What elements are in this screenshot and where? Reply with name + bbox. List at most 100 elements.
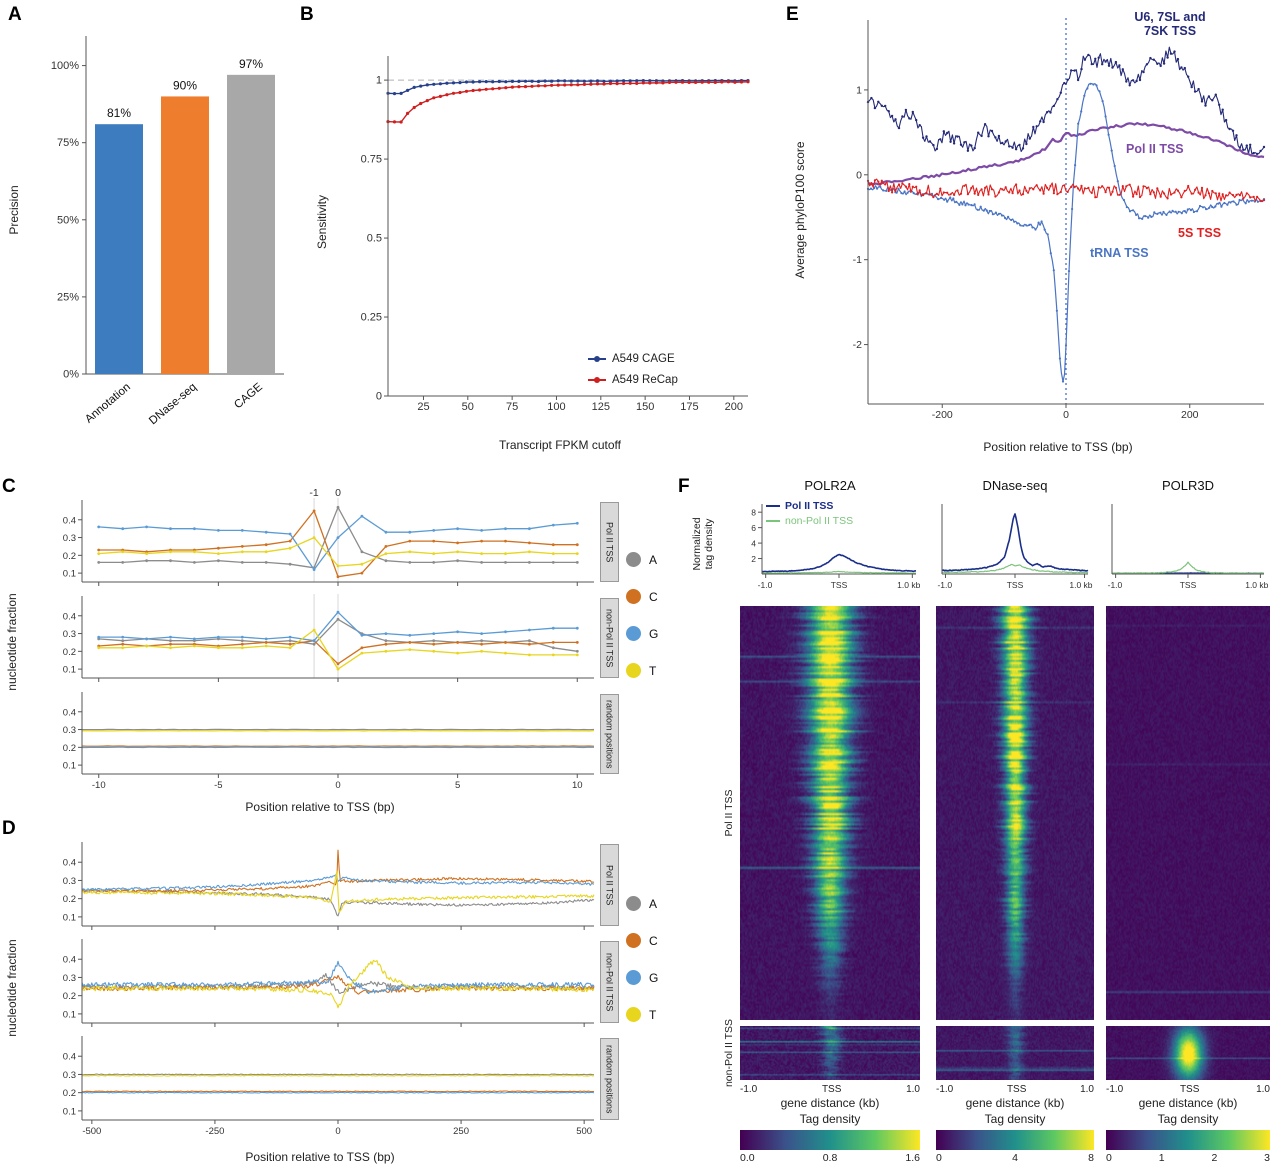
legend-label: C: [649, 589, 658, 604]
svg-text:CAGE: CAGE: [232, 381, 265, 411]
pol2-line-swatch: [766, 504, 780, 508]
tag-density-label: Tag density: [1157, 1112, 1219, 1126]
svg-text:250: 250: [453, 1126, 469, 1137]
tick-label: -1.0: [1106, 1084, 1124, 1095]
panel-d-nucleotide-legend: A C G T: [626, 896, 658, 1022]
annotation-line1: U6, 7SL and: [1134, 10, 1206, 24]
profile-plot-polr3d: -1.0 TSS 1.0 kb: [1108, 504, 1269, 590]
legend-label: C: [649, 933, 658, 948]
svg-text:200: 200: [725, 401, 743, 413]
svg-text:0.3: 0.3: [63, 973, 76, 984]
svg-text:0.1: 0.1: [63, 912, 76, 923]
svg-text:-500: -500: [82, 1126, 101, 1137]
svg-text:5: 5: [455, 780, 460, 791]
svg-text:0.3: 0.3: [63, 533, 76, 544]
g-dot: [626, 626, 641, 641]
c-dot: [626, 589, 641, 604]
panel-c-label: C: [2, 476, 16, 497]
annotation-u6-7sl-7sk: U6, 7SL and 7SK TSS: [1100, 10, 1240, 38]
precision-bar-chart: 0% 25% 50% 75% 100% 81% Annotation 90% DNase-seq…: [51, 36, 284, 427]
panel-a-label: A: [8, 4, 22, 25]
svg-text:0.3: 0.3: [63, 629, 76, 640]
legend-item: A: [626, 896, 658, 911]
svg-text:500: 500: [576, 1126, 592, 1137]
g-dot: [626, 970, 641, 985]
tick-label: -1.0: [936, 1084, 954, 1095]
svg-text:100: 100: [547, 401, 565, 413]
strip-label: Pol II TSS: [604, 864, 615, 906]
tick-label: 0.8: [822, 1152, 838, 1164]
svg-text:-10: -10: [92, 780, 106, 791]
svg-text:0: 0: [1063, 409, 1069, 421]
nucleotide-fraction-chart-wide: 0.1 0.2 0.3 0.4 0.1 0.2 0.3 0.4 0.1 0.2 0.3 0.4 -500…: [63, 842, 595, 1137]
strip-label: non-Pol II TSS: [604, 608, 615, 668]
legend-label: non-Pol II TSS: [785, 515, 854, 527]
svg-text:1.0 kb: 1.0 kb: [897, 580, 920, 590]
svg-text:0.1: 0.1: [63, 665, 76, 676]
svg-text:0.2: 0.2: [63, 894, 76, 905]
tag-density-label: Tag density: [799, 1112, 861, 1126]
facet-strip-random: random positions: [600, 694, 619, 774]
svg-text:-1: -1: [853, 254, 862, 266]
svg-text:0.1: 0.1: [63, 761, 76, 772]
column-title-polr3d: POLR3D: [1161, 478, 1215, 493]
tick-label: 3: [1264, 1152, 1270, 1164]
svg-text:81%: 81%: [107, 106, 131, 120]
svg-text:0.1: 0.1: [63, 1009, 76, 1020]
svg-text:0: 0: [376, 391, 382, 403]
gene-distance-label: gene distance (kb): [780, 1096, 880, 1110]
tick-label: 1: [1158, 1152, 1165, 1164]
panel-b-legend: A549 CAGE A549 ReCap: [588, 352, 678, 387]
tick-label: 1.0: [906, 1084, 920, 1095]
svg-text:-2: -2: [853, 339, 862, 351]
legend-label: T: [649, 663, 657, 678]
row-label-non-pol2-tss: non-Pol II TSS: [723, 1018, 735, 1088]
legend-item: G: [626, 970, 658, 985]
legend-label: T: [649, 1007, 657, 1022]
svg-text:0: 0: [856, 169, 862, 181]
panel-e-y-axis-label: Average phyloP100 score: [793, 141, 807, 279]
svg-text:-5: -5: [214, 780, 222, 791]
legend-label: Pol II TSS: [785, 500, 834, 512]
svg-text:0.4: 0.4: [63, 858, 76, 869]
svg-text:-200: -200: [932, 409, 953, 421]
svg-text:6: 6: [751, 523, 756, 533]
tick-label: 4: [1012, 1152, 1018, 1164]
svg-text:TSS: TSS: [831, 580, 848, 590]
svg-text:0.4: 0.4: [63, 1052, 76, 1063]
panel-b-y-axis-label: Sensitivity: [315, 194, 329, 250]
svg-text:0.3: 0.3: [63, 876, 76, 887]
facet-strip-random: random positions: [600, 1038, 619, 1120]
heatmap-polr2a-nonpol2: [740, 1026, 920, 1080]
heatmap-polr3d-nonpol2: [1106, 1026, 1270, 1080]
gene-distance-label: gene distance (kb): [965, 1096, 1065, 1110]
svg-text:0.2: 0.2: [63, 647, 76, 658]
tick-label: 0.0: [740, 1152, 755, 1164]
facet-strip-non-pol2-tss: non-Pol II TSS: [600, 598, 619, 678]
svg-text:0.4: 0.4: [63, 611, 76, 622]
annotation-pol2-tss: Pol II TSS: [1126, 142, 1184, 156]
svg-text:50%: 50%: [57, 214, 79, 226]
colorbar-ticks: 0 1 2 3: [1106, 1152, 1270, 1164]
recap-line-swatch: [588, 377, 606, 383]
svg-text:0: 0: [335, 487, 341, 499]
tick-label: -1.0: [740, 1084, 758, 1095]
svg-text:100%: 100%: [51, 60, 79, 72]
panel-d-label: D: [2, 818, 16, 839]
heatmap-polr2a-pol2: [740, 606, 920, 1020]
svg-text:0.25: 0.25: [361, 312, 382, 324]
svg-text:0.1: 0.1: [63, 1106, 76, 1117]
legend-label: A: [649, 896, 658, 911]
colorbar-dnase: [936, 1130, 1094, 1150]
svg-text:0.2: 0.2: [63, 743, 76, 754]
panel-f-legend: Pol II TSS non-Pol II TSS: [766, 500, 853, 527]
tick-label: 2: [1211, 1152, 1218, 1164]
svg-text:TSS: TSS: [1180, 580, 1197, 590]
legend-item: non-Pol II TSS: [766, 515, 853, 527]
svg-text:0.4: 0.4: [63, 515, 76, 526]
svg-text:75: 75: [506, 401, 518, 413]
t-dot: [626, 1007, 641, 1022]
strip-label: random positions: [604, 699, 615, 769]
profile-y-axis-label-line2: tag density: [703, 518, 715, 570]
